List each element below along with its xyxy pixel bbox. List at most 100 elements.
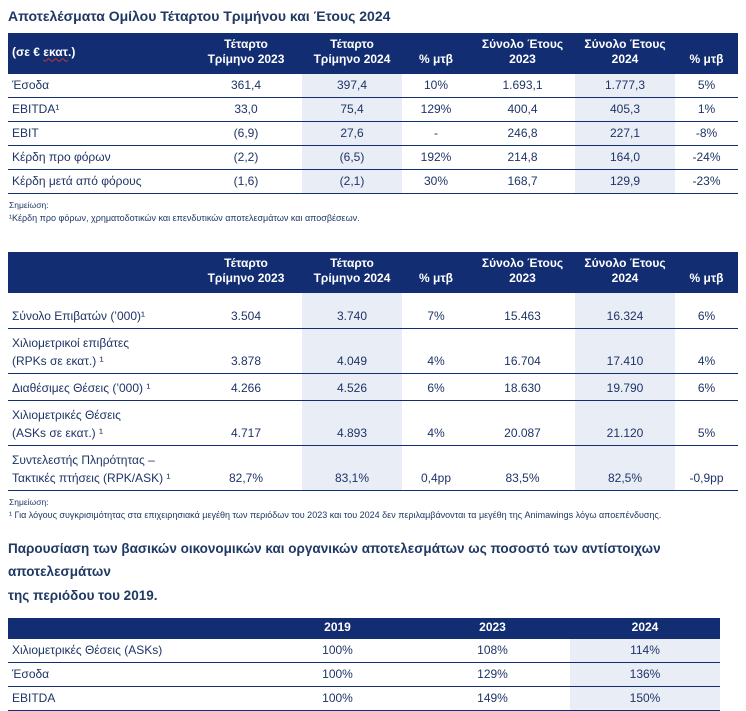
- row-label: EBIT: [12, 125, 39, 140]
- cell: 400,4: [507, 101, 538, 116]
- unit-text-end: .): [67, 44, 76, 59]
- cell: 129%: [420, 101, 452, 116]
- footnote-text: ¹ Για λόγους συγκρισιμότητας στα επιχειρ…: [9, 510, 662, 521]
- row-label: Χιλιομετρικοί επιβάτες (RPKs σε εκατ.) ¹: [12, 335, 130, 368]
- table-row-total-passengers: Σύνολο Επιβατών (’000)¹ 3.504 3.740 7% 1…: [8, 292, 738, 329]
- col-header-q4-2023: Τέταρτο Τρίμηνο 2023: [190, 33, 302, 74]
- cell: 82,5%: [575, 445, 675, 491]
- cell: 75,4: [302, 97, 402, 122]
- cell: 136%: [570, 662, 720, 687]
- table-row-available-seats: Διαθέσιμες Θέσεις (’000) ¹ 4.266 4.526 6…: [8, 373, 738, 401]
- footnote-label: Σημείωση:: [9, 199, 49, 210]
- footnote-table2: Σημείωση: ¹ Για λόγους συγκρισιμότητας σ…: [9, 496, 738, 523]
- cell: 4%: [427, 425, 445, 440]
- cell: 114%: [570, 638, 720, 663]
- cell: -: [434, 125, 438, 140]
- col-header-change-fy: % μτβ: [675, 33, 738, 74]
- col-header-fy-2023: Σύνολο Έτους 2023: [470, 33, 575, 74]
- cell: 16.324: [575, 292, 675, 329]
- row-label: Κέρδη μετά από φόρους: [12, 173, 142, 188]
- table-row-ebitda: EBITDA¹ 33,0 75,4 129% 400,4 405,3 1%: [8, 97, 738, 122]
- row-label: EBITDA¹: [12, 101, 60, 116]
- cell: 17.410: [575, 328, 675, 374]
- cell: 100%: [322, 642, 353, 657]
- cell: 3.740: [302, 292, 402, 329]
- cell: 0,4pp: [420, 470, 452, 485]
- cell: (6,5): [302, 145, 402, 170]
- table-row-load-factor: Συντελεστής Πληρότητας – Τακτικές πτήσεις…: [8, 445, 738, 491]
- cell: 108%: [477, 642, 508, 657]
- cell: 397,4: [302, 73, 402, 98]
- table-row-asks: Χιλιομετρικές Θέσεις (ASKs σε εκατ.) ¹ 4.…: [8, 400, 738, 446]
- financial-results-table: (σε € εκατ.) Τέταρτο Τρίμηνο 2023 Τέταρτο…: [8, 33, 738, 194]
- cell: 1%: [697, 101, 716, 116]
- footnote-table1: Σημείωση: ¹Κέρδη προ φόρων, χρηματοδοτικ…: [9, 199, 738, 226]
- cell: 15.463: [504, 308, 541, 323]
- cell: 246,8: [507, 125, 538, 140]
- col-header-q4-2024: Τέταρτο Τρίμηνο 2024: [302, 33, 402, 74]
- cell: 5%: [697, 425, 716, 440]
- table-row-ebit: EBIT (6,9) 27,6 - 246,8 227,1 -8%: [8, 121, 738, 146]
- comparison-2019-table: 2019 2023 2024 Χιλιομετρικές Θέσεις (ASK…: [8, 617, 720, 711]
- table-header-row: (σε € εκατ.) Τέταρτο Τρίμηνο 2023 Τέταρτο…: [8, 33, 738, 74]
- col-header-change-fy: % μτβ: [675, 251, 738, 293]
- footnote-text: ¹Κέρδη προ φόρων, χρηματοδοτικών και επε…: [9, 213, 360, 224]
- cell: 164,0: [575, 145, 675, 170]
- cell: 4.526: [302, 373, 402, 401]
- cell: 1.777,3: [575, 73, 675, 98]
- cell: 4.893: [302, 400, 402, 446]
- cell: 82,7%: [228, 470, 264, 485]
- cell: (1,6): [233, 173, 259, 188]
- cell: 33,0: [234, 101, 258, 116]
- row-label: Συντελεστής Πληρότητας – Τακτικές πτήσεις…: [12, 452, 171, 485]
- cell: 20.087: [504, 425, 541, 440]
- col-header-2024: 2024: [570, 617, 720, 639]
- table-row-asks-index: Χιλιομετρικές Θέσεις (ASKs) 100% 108% 11…: [8, 638, 720, 663]
- row-label: Σύνολο Επιβατών (’000)¹: [12, 308, 145, 323]
- row-label: Χιλιομετρικές Θέσεις (ASKs σε εκατ.) ¹: [12, 407, 121, 440]
- table-row-profit-before-tax: Κέρδη προ φόρων (2,2) (6,5) 192% 214,8 1…: [8, 145, 738, 170]
- cell: (2,2): [233, 149, 259, 164]
- cell: 19.790: [575, 373, 675, 401]
- cell: 10%: [423, 77, 449, 92]
- unit-text: (σε €: [12, 44, 44, 59]
- cell: 4%: [427, 353, 445, 368]
- col-header-fy-2024: Σύνολο Έτους 2024: [575, 251, 675, 293]
- cell: 16.704: [504, 353, 541, 368]
- cell: 21.120: [575, 400, 675, 446]
- page-title: Αποτελέσματα Ομίλου Τέταρτου Τριμήνου κα…: [8, 8, 391, 24]
- col-header-q4-2023: Τέταρτο Τρίμηνο 2023: [190, 251, 302, 293]
- table-row-revenue: Έσοδα 361,4 397,4 10% 1.693,1 1.777,3 5%: [8, 73, 738, 98]
- table-row-revenue-index: Έσοδα 100% 129% 136%: [8, 662, 720, 687]
- cell: 18.630: [504, 380, 541, 395]
- empty-header-cell: [8, 617, 260, 639]
- cell: 4%: [697, 353, 716, 368]
- col-header-change-q: % μτβ: [402, 251, 470, 293]
- cell: 214,8: [507, 149, 538, 164]
- cell: 83,5%: [505, 470, 540, 485]
- cell: 100%: [322, 690, 353, 705]
- cell: 129%: [477, 666, 508, 681]
- cell: 5%: [697, 77, 716, 92]
- col-header-change-q: % μτβ: [402, 33, 470, 74]
- cell: 129,9: [575, 169, 675, 194]
- cell: 83,1%: [302, 445, 402, 491]
- col-header-fy-2024: Σύνολο Έτους 2024: [575, 33, 675, 74]
- cell: -24%: [692, 149, 721, 164]
- cell: 4.717: [230, 425, 262, 440]
- cell: 7%: [427, 308, 445, 323]
- cell: (6,9): [233, 125, 259, 140]
- unit-word-spellcheck: εκατ: [43, 44, 68, 59]
- row-label: Έσοδα: [12, 666, 50, 681]
- row-label: Κέρδη προ φόρων: [12, 149, 111, 164]
- cell: 361,4: [230, 77, 262, 92]
- cell: 100%: [322, 666, 353, 681]
- cell: -0,9pp: [689, 470, 724, 485]
- cell: 6%: [427, 380, 445, 395]
- table-header-row: 2019 2023 2024: [8, 617, 720, 639]
- table-row-ebitda-index: EBITDA 100% 149% 150%: [8, 686, 720, 711]
- empty-header-cell: [8, 251, 190, 293]
- cell: -23%: [692, 173, 721, 188]
- cell: 3.878: [230, 353, 262, 368]
